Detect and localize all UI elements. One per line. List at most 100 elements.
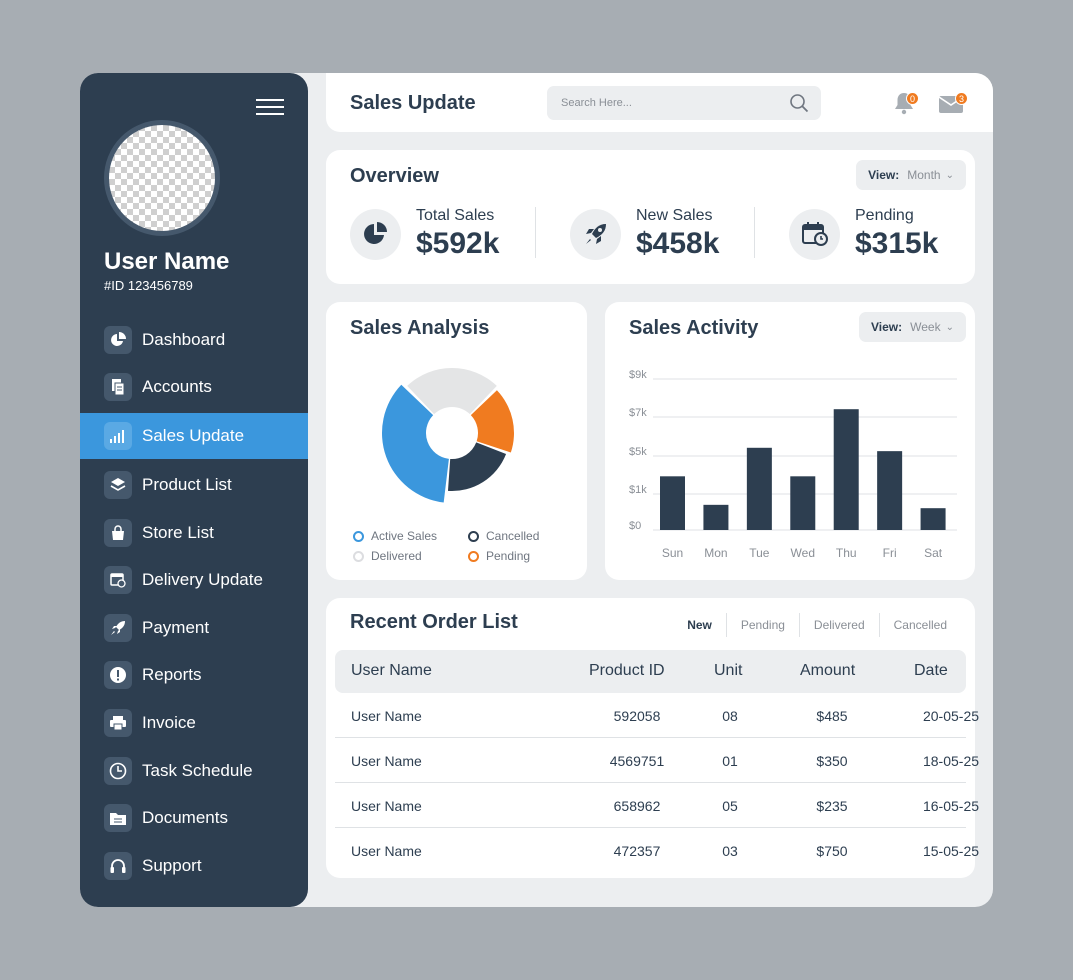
col-date: Date [914,662,948,679]
stat-value: $315k [855,227,939,260]
cell-unit: 03 [722,843,738,859]
menu-icon[interactable] [256,99,284,117]
signal-bars-icon [104,422,132,451]
sidebar-item-label: Documents [142,808,228,828]
cell-product-id: 658962 [613,798,661,814]
bar-thu[interactable] [833,409,859,530]
search-box [547,86,821,120]
user-id: #ID 123456789 [104,278,193,293]
filter-tab-pending[interactable]: Pending [725,613,799,637]
sidebar-item-documents[interactable]: Documents [80,794,308,842]
folder-icon [104,804,132,833]
view-label: View: [871,320,903,334]
table-row[interactable]: User Name 4569751 01 $350 18-05-25 [335,738,979,783]
cell-amount: $350 [816,753,848,769]
sidebar-item-support[interactable]: Support [80,842,308,890]
col-unit: Unit [714,662,743,679]
stat-pending: Pending $315k [789,207,938,261]
sidebar-item-sales-update[interactable]: Sales Update [80,413,308,460]
view-label: View: [868,168,900,182]
legend-cancelled: Cancelled [468,529,539,543]
cell-date: 16-05-25 [922,798,980,814]
table-row[interactable]: User Name 592058 08 $485 20-05-25 [335,693,979,738]
sidebar-item-reports[interactable]: Reports [80,652,308,700]
recent-orders-title: Recent Order List [350,611,518,633]
bar-tue[interactable] [746,447,772,530]
sidebar-item-label: Delivery Update [142,570,263,590]
sidebar-nav: Dashboard Accounts Sales Update Product Lis… [80,316,308,890]
donut-slice-cancelled[interactable] [447,442,507,491]
stat-new-sales: New Sales $458k [570,207,719,261]
notification-badge: 0 [906,92,919,105]
sidebar-item-dashboard[interactable]: Dashboard [80,316,308,364]
filter-tab-cancelled[interactable]: Cancelled [878,613,961,637]
donut-slice-delivered[interactable] [407,368,497,415]
sidebar-item-label: Payment [142,617,210,637]
sidebar-item-delivery-update[interactable]: Delivery Update [80,556,308,604]
cell-date: 15-05-25 [922,843,980,859]
cell-unit: 05 [722,798,738,814]
sidebar-item-product-list[interactable]: Product List [80,461,308,509]
rocket-icon [570,208,621,260]
sidebar-item-label: Invoice [142,712,196,732]
layers-icon [104,470,132,499]
sales-activity-title: Sales Activity [629,317,759,339]
sidebar-item-payment[interactable]: Payment [80,604,308,652]
page-title: Sales Update [350,92,476,114]
stat-label: New Sales [636,207,713,224]
view-value: Week [910,320,941,334]
bar-sun[interactable] [660,476,685,530]
legend-active-sales: Active Sales [353,529,437,543]
bar-chart: $9k $7k $5k $1k $0 Sun Mon Tue Wed Thu Fri Sat [629,369,957,560]
message-badge: 3 [955,92,968,105]
sidebar-item-label: Product List [142,474,232,494]
sidebar-item-label: Task Schedule [142,760,253,780]
bar-wed[interactable] [790,476,816,530]
sidebar-item-label: Sales Update [142,426,245,446]
col-user-name: User Name [351,662,432,679]
donut-slice-active-sales[interactable] [382,384,449,503]
user-name: User Name [104,248,230,275]
clock-icon [104,756,132,785]
legend-label: Cancelled [486,529,540,543]
search-icon[interactable] [789,93,809,113]
donut-slice-pending[interactable] [470,390,514,453]
legend-label: Pending [486,549,531,563]
cell-date: 20-05-25 [922,708,980,724]
overview-card: Overview View: Month ⌄ Total Sales $592k… [326,150,975,284]
cell-unit: 08 [722,708,738,724]
table-row[interactable]: User Name 472357 03 $750 15-05-25 [335,828,979,873]
sidebar-item-task-schedule[interactable]: Task Schedule [80,747,308,795]
cell-user-name: User Name [351,798,422,814]
y-tick-label: $5k [629,446,647,458]
overview-view-select[interactable]: View: Month ⌄ [856,160,966,190]
donut-chart [382,368,514,503]
cell-user-name: User Name [351,753,422,769]
legend-label: Active Sales [371,529,438,543]
sidebar-item-store-list[interactable]: Store List [80,509,308,557]
sidebar-item-accounts[interactable]: Accounts [80,364,308,412]
activity-view-select[interactable]: View: Week ⌄ [859,312,966,342]
bar-mon[interactable] [703,504,729,530]
cell-amount: $235 [816,798,848,814]
alert-icon [104,661,132,690]
y-tick-label: $9k [629,369,647,381]
legend-dot [468,530,479,542]
bar-fri[interactable] [877,451,903,530]
avatar[interactable] [104,120,220,236]
search-input[interactable] [547,86,767,120]
shopping-bag-icon [104,518,132,547]
filter-tab-delivered[interactable]: Delivered [798,613,879,637]
bar-sat[interactable] [920,508,946,530]
overview-title: Overview [350,165,439,187]
recent-orders-card: Recent Order List New Pending Delivered Can… [326,598,979,878]
cell-product-id: 472357 [613,843,661,859]
table-row[interactable]: User Name 658962 05 $235 16-05-25 [335,783,979,828]
stat-value: $458k [636,227,720,260]
y-tick-label: $7k [629,407,647,419]
filter-tab-new[interactable]: New [687,618,712,632]
stat-label: Pending [855,207,914,224]
sidebar-item-invoice[interactable]: Invoice [80,699,308,747]
sales-analysis-title: Sales Analysis [350,317,490,339]
order-filter-tabs: New Pending Delivered Cancelled [673,613,961,637]
